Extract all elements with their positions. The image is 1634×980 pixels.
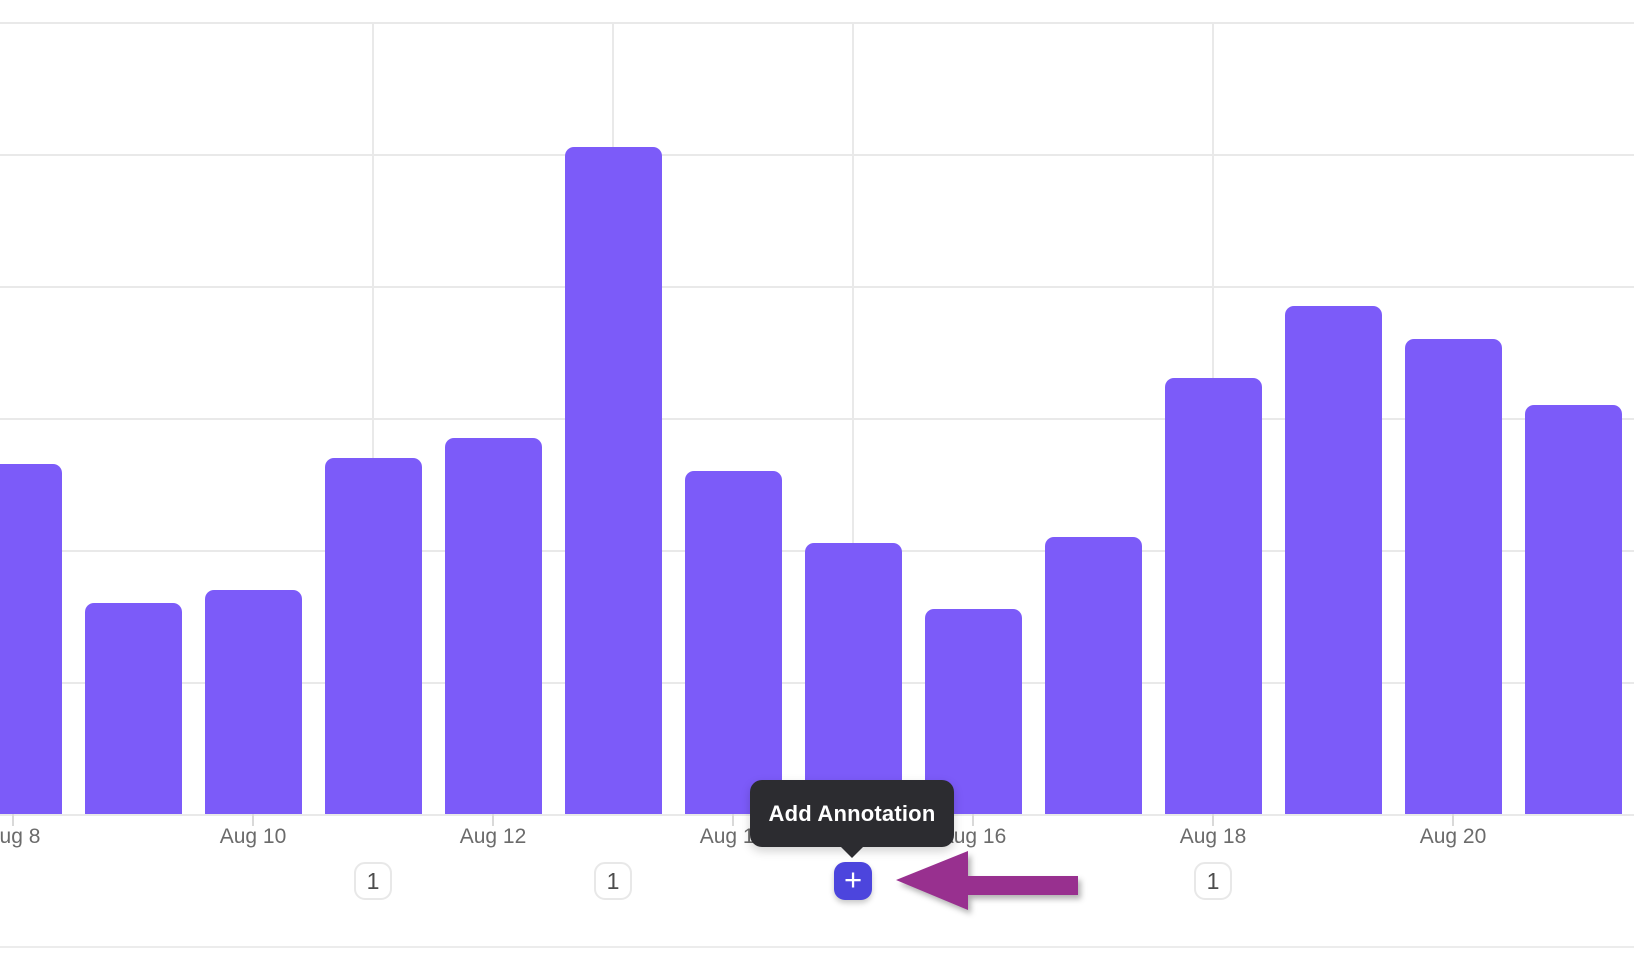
- bar-aug-8[interactable]: [0, 464, 62, 814]
- x-axis-tick-label: Aug 14: [699, 825, 767, 848]
- x-axis-tick-label: Aug 16: [939, 825, 1007, 848]
- pointer-arrow-icon: [896, 851, 1078, 910]
- bar-aug-15[interactable]: [804, 543, 902, 814]
- tooltip-pointer-icon: [840, 846, 864, 858]
- bar-aug-13[interactable]: [564, 147, 662, 814]
- bar-aug-21[interactable]: [1524, 405, 1622, 814]
- annotation-marker-line: [852, 22, 854, 814]
- bar-aug-20[interactable]: [1404, 339, 1502, 814]
- annotation-count-badge[interactable]: 1: [1194, 862, 1232, 900]
- x-axis-tick: [972, 814, 974, 826]
- gridline-horizontal: [0, 418, 1634, 420]
- gridline-horizontal: [0, 286, 1634, 288]
- x-axis-tick-label: Aug 12: [459, 825, 527, 848]
- x-axis-tick-label: Aug 20: [1419, 825, 1487, 848]
- gridline-horizontal: [0, 154, 1634, 156]
- add-annotation-tooltip: Add Annotation: [750, 780, 954, 858]
- x-axis-tick: [1212, 814, 1214, 826]
- x-axis-tick-label: Aug 8: [0, 825, 41, 848]
- bar-aug-9[interactable]: [84, 603, 182, 814]
- x-axis-tick-label: Aug 10: [219, 825, 287, 848]
- bar-aug-11[interactable]: [324, 458, 422, 814]
- bar-chart-plot: [0, 22, 1634, 816]
- x-axis-tick: [492, 814, 494, 826]
- add-annotation-button[interactable]: +: [834, 862, 872, 900]
- bar-aug-19[interactable]: [1284, 306, 1382, 814]
- x-axis-tick: [732, 814, 734, 826]
- annotation-count-badge[interactable]: 1: [354, 862, 392, 900]
- bar-aug-12[interactable]: [444, 438, 542, 814]
- tooltip-label: Add Annotation: [768, 800, 936, 826]
- annotation-count-badge[interactable]: 1: [594, 862, 632, 900]
- x-axis-tick: [252, 814, 254, 826]
- x-axis-tick: [1452, 814, 1454, 826]
- x-axis-tick: [12, 814, 14, 826]
- bar-aug-18[interactable]: [1164, 378, 1262, 814]
- bar-aug-17[interactable]: [1044, 537, 1142, 814]
- gridline-horizontal: [0, 22, 1634, 24]
- x-axis-tick-label: Aug 18: [1179, 825, 1247, 848]
- annotation-marker-line: [372, 22, 374, 814]
- bar-aug-14[interactable]: [684, 471, 782, 814]
- bar-aug-16[interactable]: [924, 609, 1022, 814]
- bottom-divider: [0, 946, 1634, 948]
- bar-aug-10[interactable]: [204, 590, 302, 814]
